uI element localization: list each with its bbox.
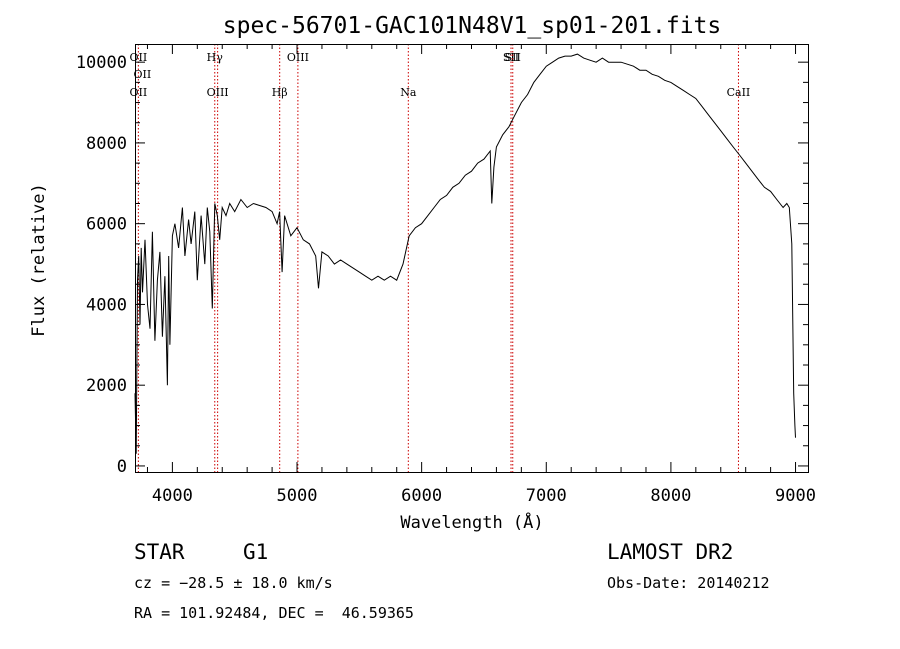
x-axis-label: Wavelength (Å) [400, 511, 543, 533]
coordinates: RA = 101.92484, DEC = 46.59365 [134, 604, 414, 622]
y-tick-label: 2000 [86, 376, 127, 396]
y-tick-label: 10000 [76, 53, 127, 73]
x-tick-label: 4000 [152, 486, 193, 506]
observation-date: Obs-Date: 20140212 [607, 574, 770, 592]
x-axis: 4000 5000 6000 7000 8000 9000 [146, 44, 816, 506]
x-tick-label: 9000 [775, 486, 816, 506]
object-subclass: G1 [243, 540, 269, 564]
plot-frame [135, 44, 809, 473]
y-tick-label: 8000 [86, 134, 127, 154]
x-tick-label: 7000 [526, 486, 567, 506]
marker-label: Hβ [272, 86, 288, 99]
x-tick-label: 8000 [650, 486, 691, 506]
chart-title: spec-56701-GAC101N48V1_sp01-201.fits [223, 13, 722, 39]
marker-label: OII [130, 51, 148, 64]
marker-label: SII [505, 51, 521, 64]
marker-label: OIII [287, 51, 309, 64]
y-axis-label: Flux (relative) [29, 183, 49, 337]
marker-label: OII [130, 86, 148, 99]
y-axis: 0 2000 4000 6000 8000 10000 [76, 53, 808, 477]
y-tick-label: 6000 [86, 215, 127, 235]
redshift-cz: cz = −28.5 ± 18.0 km/s [134, 574, 333, 592]
marker-label: Hγ [207, 51, 224, 64]
flux-series-line [134, 53, 796, 454]
marker-label: Na [400, 86, 417, 99]
marker-label: OIII [207, 86, 229, 99]
y-tick-label: 0 [117, 457, 127, 477]
x-tick-label: 6000 [401, 486, 442, 506]
object-class: STAR [134, 540, 185, 564]
survey-label: LAMOST DR2 [607, 540, 734, 564]
y-tick-label: 4000 [86, 295, 127, 315]
marker-label: OII [134, 68, 152, 81]
marker-label: SII [503, 51, 519, 64]
x-tick-label: 5000 [277, 486, 318, 506]
marker-label: CaII [727, 86, 751, 99]
